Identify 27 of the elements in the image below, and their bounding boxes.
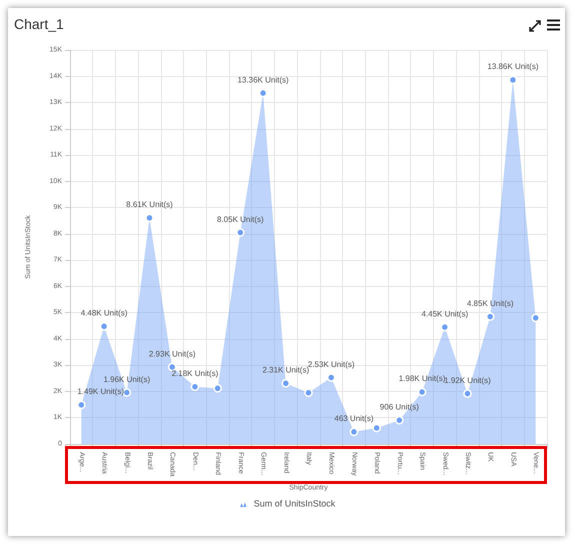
data-label: 2.53K Unit(s) <box>308 360 355 369</box>
data-label: 4.45K Unit(s) <box>421 309 468 318</box>
point <box>463 389 472 398</box>
chart-title: Chart_1 <box>14 16 64 32</box>
point <box>122 388 132 397</box>
data-label: 4.48K Unit(s) <box>80 308 128 318</box>
data-label: 1.98K Unit(s) <box>398 374 446 384</box>
data-label: 2.31K Unit(s) <box>262 366 310 375</box>
point <box>236 228 245 237</box>
legend-label: Sum of UnitsInStock <box>254 498 336 508</box>
data-label: 8.61K Unit(s) <box>126 200 174 210</box>
point <box>418 388 426 396</box>
data-label: 463 Unit(s) <box>334 414 374 424</box>
point <box>168 362 176 372</box>
data-label: 2.93K Unit(s) <box>148 349 196 358</box>
data-label: 13.36K Unit(s) <box>238 75 289 84</box>
data-label: 2.18K Unit(s) <box>172 368 219 378</box>
data-label: 1.92K Unit(s) <box>444 376 492 385</box>
point <box>282 379 290 388</box>
data-label: 906 Unit(s) <box>380 402 420 412</box>
data-label: 8.05K Unit(s) <box>217 214 264 224</box>
data-label: 13.86K Unit(s) <box>487 62 539 72</box>
point <box>213 384 222 393</box>
point <box>350 428 358 436</box>
data-label: 4.85K Unit(s) <box>466 298 514 308</box>
data-label: 1.49K Unit(s) <box>77 387 124 396</box>
data-label: 1.96K Unit(s) <box>103 374 150 384</box>
